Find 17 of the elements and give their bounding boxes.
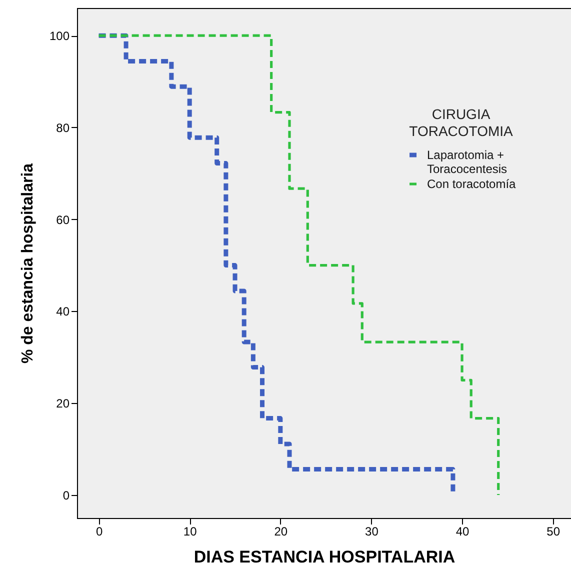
y-tick-label: 60 bbox=[56, 212, 70, 227]
y-tick-label: 80 bbox=[56, 120, 70, 135]
legend-title: CIRUGIA TORACOTOMIA bbox=[409, 106, 514, 139]
y-tick-label: 100 bbox=[49, 29, 70, 44]
legend-label: Laparotomia + Toracocentesis bbox=[427, 148, 508, 176]
x-tick-label: 30 bbox=[365, 524, 379, 538]
x-tick-label: 0 bbox=[96, 524, 103, 538]
y-tick-label: 20 bbox=[56, 396, 70, 411]
legend-label: Con toracotomía bbox=[427, 177, 516, 191]
y-tick-label: 40 bbox=[56, 304, 70, 319]
y-tick-label: 0 bbox=[62, 488, 70, 503]
x-axis-title: DIAS ESTANCIA HOSPITALARIA bbox=[194, 548, 456, 566]
x-tick-label: 10 bbox=[183, 524, 198, 538]
y-axis-title: % de estancia hospitalaria bbox=[19, 163, 36, 364]
x-tick-label: 20 bbox=[274, 524, 288, 538]
x-tick-label: 50 bbox=[546, 524, 560, 538]
x-tick-label: 40 bbox=[456, 524, 470, 538]
